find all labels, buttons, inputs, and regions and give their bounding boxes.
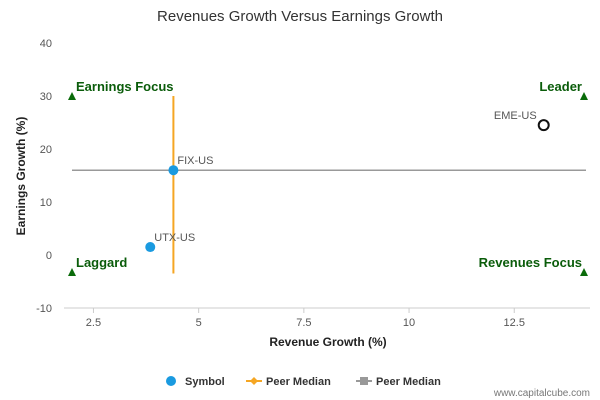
quadrant-label-revenues-focus: Revenues Focus xyxy=(479,255,582,270)
y-axis-title: Earnings Growth (%) xyxy=(14,117,28,236)
y-tick-label: 40 xyxy=(40,38,52,50)
y-tick-label: 10 xyxy=(40,197,52,209)
data-point-eme-us[interactable] xyxy=(537,119,550,132)
point-label-fix-us: FIX-US xyxy=(177,155,213,167)
x-axis-title: Revenue Growth (%) xyxy=(269,335,386,349)
y-tick-label: 20 xyxy=(40,144,52,156)
x-tick-label: 5 xyxy=(196,317,202,329)
chart-title: Revenues Growth Versus Earnings Growth xyxy=(157,8,443,25)
data-point-utx-us[interactable] xyxy=(145,242,156,253)
quadrant-markers: Earnings Focus Leader Laggard Revenues Focu… xyxy=(68,79,588,276)
legend-label: Peer Median xyxy=(376,376,441,388)
quadrant-label-earnings-focus: Earnings Focus xyxy=(76,79,174,94)
legend: Symbol Peer Median Peer Median xyxy=(166,376,441,388)
x-tick-label: 12.5 xyxy=(504,317,525,329)
legend-item-2[interactable]: Peer Median xyxy=(246,376,331,388)
data-points: EME-US FIX-US UTX-US xyxy=(145,110,550,253)
credit-text: www.capitalcube.com xyxy=(493,388,590,399)
x-tick-label: 10 xyxy=(403,317,415,329)
quadrant-marker-bottom-right xyxy=(580,267,588,276)
quadrant-label-laggard: Laggard xyxy=(76,255,127,270)
x-tick-label: 7.5 xyxy=(296,317,311,329)
legend-item-1[interactable]: Symbol xyxy=(166,376,225,388)
legend-diamond-marker xyxy=(250,377,258,385)
quadrant-marker-top-right xyxy=(580,92,588,100)
peer-median-lines xyxy=(72,96,586,274)
legend-label: Peer Median xyxy=(266,376,331,388)
legend-label: Symbol xyxy=(185,376,225,388)
quadrant-label-leader: Leader xyxy=(539,79,582,94)
quadrant-marker-bottom-left xyxy=(68,267,76,276)
legend-symbol-marker xyxy=(166,376,176,386)
y-tick-label: 0 xyxy=(46,250,52,262)
y-tick-label: 30 xyxy=(40,91,52,103)
quadrant-marker-top-left xyxy=(68,92,76,100)
legend-square-marker xyxy=(360,377,368,385)
data-point-fix-us[interactable] xyxy=(168,165,179,176)
point-label-utx-us: UTX-US xyxy=(154,232,195,244)
legend-item-3[interactable]: Peer Median xyxy=(356,376,441,388)
y-tick-label: -10 xyxy=(36,303,52,315)
point-label-eme-us: EME-US xyxy=(494,110,537,122)
x-tick-label: 2.5 xyxy=(86,317,101,329)
axes: 2.5 5 7.5 10 12.5 -10 0 10 20 30 40 xyxy=(36,38,590,329)
